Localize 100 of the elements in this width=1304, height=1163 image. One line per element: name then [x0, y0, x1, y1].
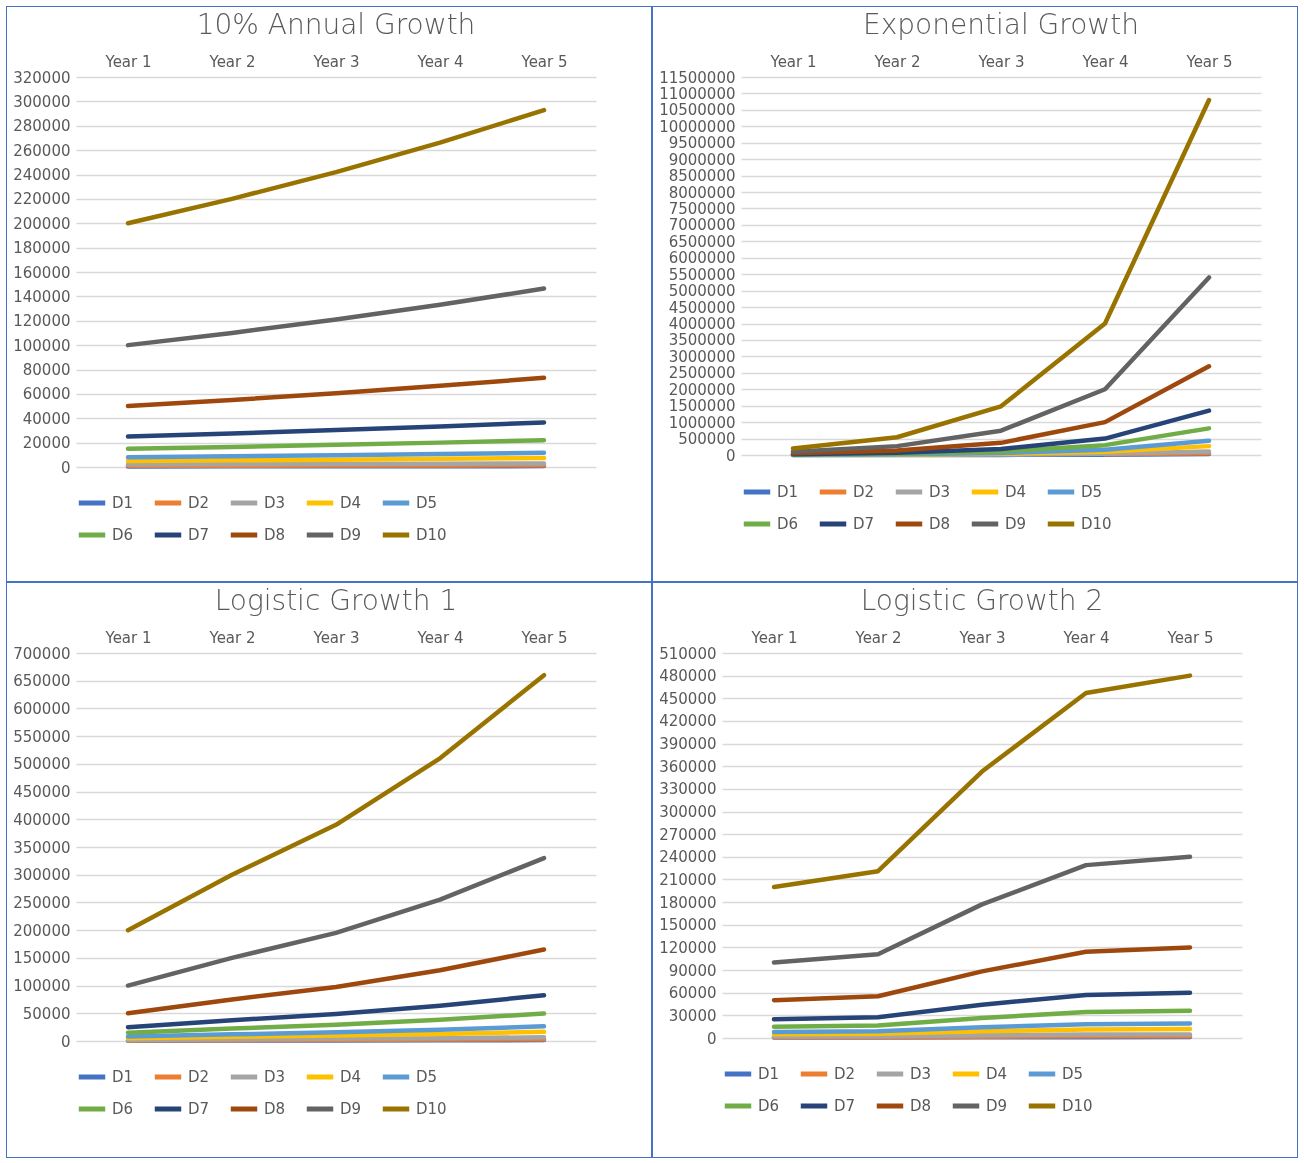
legend-label: D9 [1005, 515, 1027, 533]
y-tick-label: 700000 [13, 644, 71, 663]
legend-label: D6 [112, 1100, 134, 1118]
legend-label: D3 [929, 483, 951, 501]
x-tick-label: Year 3 [958, 628, 1006, 647]
legend-label: D2 [853, 483, 875, 501]
legend-label: D1 [112, 494, 134, 512]
y-tick-label: 160000 [13, 263, 71, 282]
y-tick-label: 260000 [13, 141, 71, 160]
y-tick-label: 1500000 [668, 397, 736, 416]
legend-label: D5 [1062, 1065, 1084, 1083]
legend-label: D6 [777, 515, 799, 533]
legend-label: D8 [910, 1097, 932, 1115]
y-tick-label: 510000 [659, 644, 717, 663]
y-tick-label: 250000 [13, 893, 71, 912]
x-tick-label: Year 4 [416, 628, 464, 647]
y-tick-label: 210000 [659, 870, 717, 889]
y-tick-label: 0 [60, 458, 71, 477]
y-tick-label: 550000 [13, 727, 71, 746]
legend-label: D9 [340, 1100, 362, 1118]
x-tick-label: Year 2 [873, 52, 921, 71]
y-tick-label: 9500000 [668, 134, 736, 153]
legend-label: D2 [188, 494, 210, 512]
y-tick-label: 300000 [659, 803, 717, 822]
y-tick-label: 30000 [668, 1006, 717, 1025]
legend-label: D2 [188, 1068, 210, 1086]
y-tick-label: 60000 [668, 984, 717, 1003]
legend-label: D9 [986, 1097, 1008, 1115]
y-tick-label: 200000 [13, 921, 71, 940]
y-tick-label: 5000000 [668, 282, 736, 301]
y-tick-label: 140000 [13, 287, 71, 306]
y-tick-label: 0 [60, 1032, 71, 1051]
y-tick-label: 40000 [22, 409, 71, 428]
x-tick-label: Year 2 [208, 628, 256, 647]
y-tick-label: 4000000 [668, 315, 736, 334]
y-tick-label: 180000 [13, 239, 71, 258]
y-tick-label: 300000 [13, 866, 71, 885]
y-tick-label: 1000000 [668, 413, 736, 432]
y-tick-label: 420000 [659, 712, 717, 731]
legend-label: D6 [758, 1097, 780, 1115]
y-tick-label: 0 [706, 1029, 717, 1048]
y-tick-label: 50000 [22, 1004, 71, 1023]
legend-label: D5 [416, 1068, 438, 1086]
x-tick-label: Year 2 [208, 52, 256, 71]
y-tick-label: 90000 [668, 961, 717, 980]
y-tick-label: 300000 [13, 92, 71, 111]
y-tick-label: 4500000 [668, 298, 736, 317]
x-tick-label: Year 1 [769, 52, 817, 71]
x-tick-label: Year 2 [854, 628, 902, 647]
y-tick-label: 450000 [659, 689, 717, 708]
y-tick-label: 240000 [659, 848, 717, 867]
legend-label: D3 [264, 494, 286, 512]
y-tick-label: 3500000 [668, 331, 736, 350]
y-tick-label: 6500000 [668, 232, 736, 251]
legend-label: D4 [1005, 483, 1027, 501]
y-tick-label: 400000 [13, 810, 71, 829]
legend-label: D4 [340, 494, 362, 512]
y-tick-label: 320000 [13, 68, 71, 87]
legend-label: D10 [416, 526, 447, 544]
y-tick-label: 500000 [13, 755, 71, 774]
y-tick-label: 330000 [659, 780, 717, 799]
legend-label: D3 [910, 1065, 932, 1083]
y-tick-label: 500000 [678, 430, 736, 449]
legend-label: D1 [758, 1065, 780, 1083]
y-tick-label: 180000 [659, 893, 717, 912]
y-tick-label: 350000 [13, 838, 71, 857]
x-tick-label: Year 1 [750, 628, 798, 647]
legend-label: D8 [264, 526, 286, 544]
y-tick-label: 240000 [13, 166, 71, 184]
y-tick-label: 11000000 [659, 84, 736, 103]
y-tick-label: 200000 [13, 214, 71, 233]
x-tick-label: Year 4 [416, 52, 464, 71]
y-tick-label: 450000 [13, 783, 71, 802]
legend-label: D8 [264, 1100, 286, 1118]
chart-title: Exponential Growth [863, 8, 1139, 41]
legend-label: D10 [1081, 515, 1112, 533]
legend-label: D10 [416, 1100, 447, 1118]
y-tick-label: 270000 [659, 825, 717, 844]
legend-label: D5 [416, 494, 438, 512]
legend-label: D1 [112, 1068, 134, 1086]
y-tick-label: 150000 [659, 916, 717, 935]
y-tick-label: 280000 [13, 117, 71, 136]
y-tick-label: 120000 [659, 938, 717, 957]
y-tick-label: 390000 [659, 735, 717, 754]
legend-label: D5 [1081, 483, 1103, 501]
chart-title: 10% Annual Growth [196, 8, 476, 41]
y-tick-label: 20000 [22, 434, 71, 453]
y-tick-label: 600000 [13, 699, 71, 718]
y-tick-label: 7500000 [668, 199, 736, 218]
y-tick-label: 6000000 [668, 249, 736, 268]
x-tick-label: Year 5 [520, 628, 568, 647]
x-tick-label: Year 4 [1062, 628, 1110, 647]
legend-label: D7 [853, 515, 875, 533]
legend-label: D8 [929, 515, 951, 533]
y-tick-label: 80000 [22, 361, 71, 379]
y-tick-label: 10000000 [659, 117, 736, 136]
x-tick-label: Year 1 [104, 628, 152, 647]
y-tick-label: 2500000 [668, 364, 736, 383]
x-tick-label: Year 5 [1166, 628, 1214, 647]
y-tick-label: 11500000 [659, 68, 736, 87]
